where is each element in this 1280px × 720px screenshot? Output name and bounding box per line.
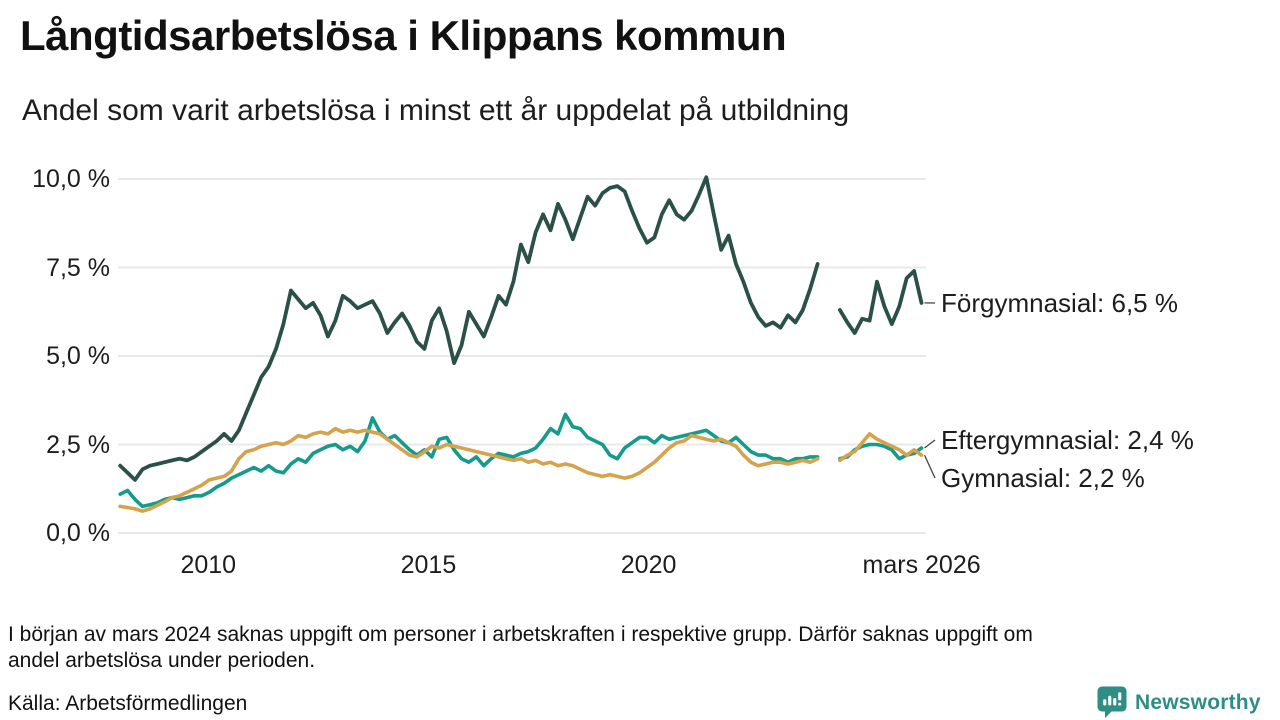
y-axis-tick-label: 0,0 % [46, 519, 110, 547]
series-end-label-förgymnasial: Förgymnasial: 6,5 % [941, 288, 1178, 318]
newsworthy-wordmark: Newsworthy [1135, 691, 1261, 714]
source-text: Källa: Arbetsförmedlingen [8, 692, 248, 715]
page-title: Långtidsarbetslösa i Klippans kommun [20, 12, 787, 59]
x-axis-tick-label: mars 2026 [862, 551, 981, 579]
series-line-gymnasial [118, 426, 924, 513]
series-end-label-gymnasial: Gymnasial: 2,2 % [941, 463, 1145, 493]
x-axis-tick-label: 2015 [400, 551, 457, 579]
y-axis-tick-label: 5,0 % [46, 342, 110, 370]
page-subtitle: Andel som varit arbetslösa i minst ett å… [22, 94, 850, 127]
y-axis-tick-label: 10,0 % [32, 165, 110, 193]
newsworthy-logo: Newsworthy [1097, 686, 1261, 720]
label-connector [924, 439, 936, 449]
y-axis-tick-label: 2,5 % [46, 430, 110, 459]
footnote-line2: andel arbetslösa under perioden. [8, 649, 316, 672]
series-line-förgymnasial [118, 175, 924, 482]
y-axis-tick-label: 7,5 % [46, 253, 110, 282]
x-axis-tick-label: 2010 [180, 551, 237, 579]
label-connector [923, 454, 936, 479]
newsworthy-bubble-chart-icon [1097, 686, 1127, 720]
x-axis-tick-label: 2020 [620, 551, 677, 579]
series-end-label-eftergymnasial: Eftergymnasial: 2,4 % [941, 425, 1194, 455]
footnote-line1: I början av mars 2024 saknas uppgift om … [8, 623, 1033, 646]
